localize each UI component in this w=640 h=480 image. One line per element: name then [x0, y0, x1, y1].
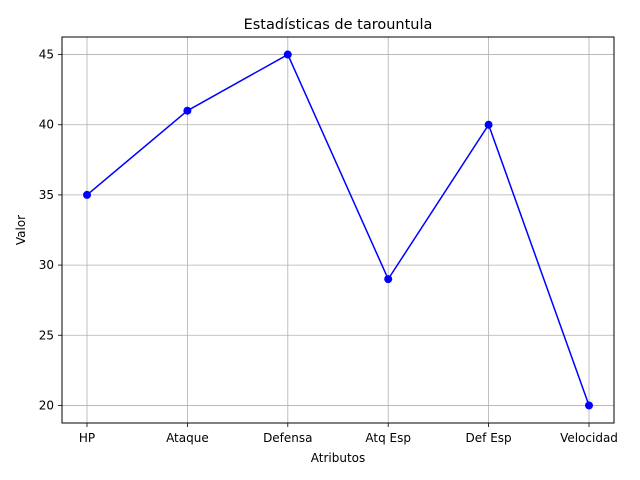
x-axis-title: Atributos [311, 451, 366, 465]
y-tick-label: 20 [39, 398, 54, 412]
chart-title: Estadísticas de tarountula [244, 17, 433, 33]
data-point-marker [585, 401, 593, 410]
y-tick-label: 45 [39, 48, 54, 62]
axis-ticks: HP Ataque Defensa Atq Esp Def Esp Velocidad 20… [39, 48, 618, 445]
data-point-marker [83, 190, 91, 199]
y-axis-title: Valor [14, 215, 28, 245]
data-point-marker [283, 50, 292, 59]
grid-lines [62, 37, 614, 423]
data-point-marker [484, 120, 493, 129]
series-layer [83, 50, 593, 410]
x-tick-label: Def Esp [466, 431, 512, 445]
y-tick-label: 35 [39, 188, 54, 202]
x-tick-label: Velocidad [560, 431, 618, 445]
x-tick-label: Atq Esp [365, 431, 411, 445]
x-tick-label: HP [79, 431, 95, 445]
x-tick-label: Defensa [263, 431, 312, 445]
data-point-marker [183, 106, 192, 115]
y-tick-label: 40 [39, 118, 54, 132]
plot-area-frame [61, 36, 615, 424]
data-point-marker [384, 275, 393, 284]
y-tick-label: 30 [39, 258, 54, 272]
x-tick-label: Ataque [166, 431, 209, 445]
y-tick-label: 25 [39, 328, 54, 342]
series-line [86, 53, 590, 406]
